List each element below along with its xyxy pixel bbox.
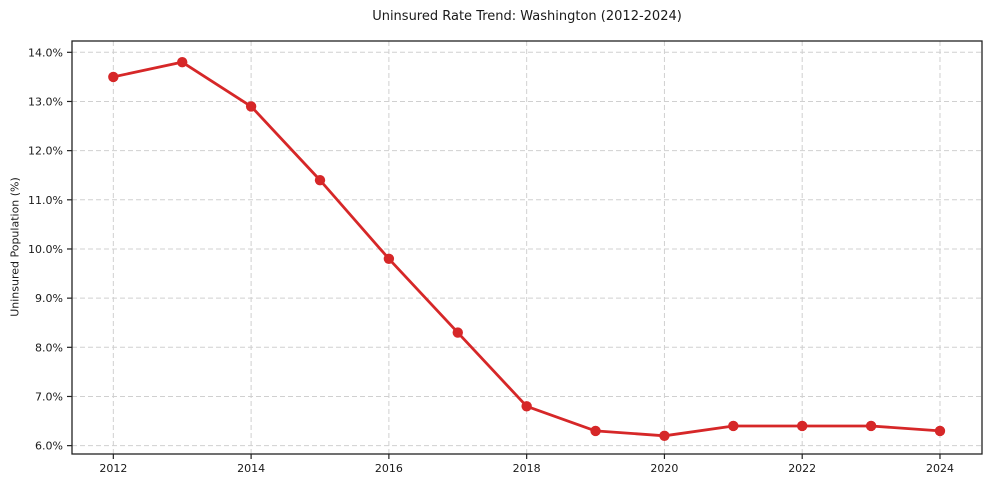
data-point [452,327,463,338]
data-point [865,420,877,432]
x-tick-label: 2012 [99,462,127,475]
data-point [728,420,739,432]
x-tick-label: 2018 [513,462,541,475]
y-tick-label: 12.0% [28,145,63,158]
plot-frame [71,40,983,455]
data-point [314,174,326,186]
data-point [797,420,808,432]
x-tick-label: 2024 [926,462,954,475]
y-tick-label: 8.0% [35,341,63,354]
x-tick-label: 2020 [650,462,678,475]
y-tick-label: 9.0% [35,292,63,305]
y-tick-label: 11.0% [28,194,63,207]
x-tick-label: 2022 [788,462,816,475]
y-tick-label: 7.0% [35,390,63,403]
data-point [108,71,119,83]
chart-title: Uninsured Rate Trend: Washington (2012-2… [372,9,682,24]
data-point [659,430,670,442]
y-tick-label: 14.0% [28,46,63,59]
data-point [177,56,188,68]
y-axis-label: Uninsured Population (%) [8,177,22,317]
x-tick-label: 2016 [375,462,403,475]
data-point [245,101,257,112]
y-tick-label: 10.0% [28,243,63,256]
data-point [934,425,946,437]
y-tick-label: 6.0% [35,440,63,453]
data-point [590,425,601,437]
x-tick-label: 2014 [237,462,265,475]
y-tick-label: 13.0% [28,95,63,108]
data-point [521,401,532,412]
data-point [383,253,395,265]
